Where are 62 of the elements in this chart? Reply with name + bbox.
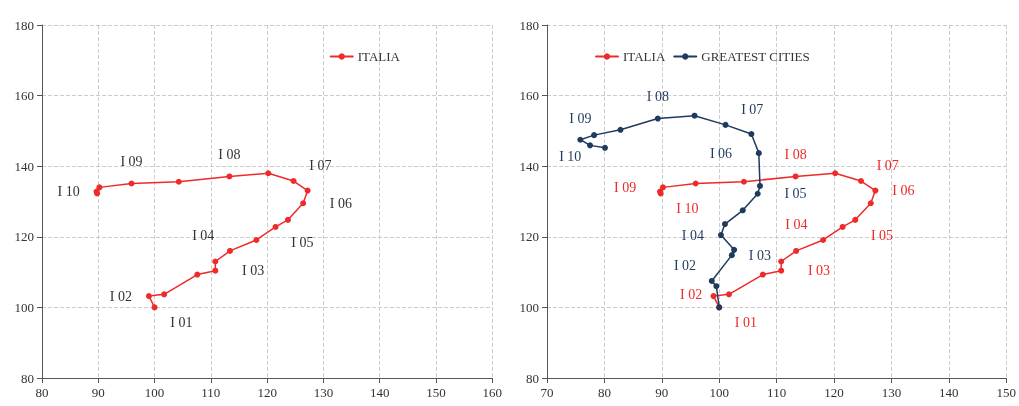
x-tick-label: 160 xyxy=(482,385,502,400)
x-tick-label: 100 xyxy=(144,385,165,400)
x-tick-label: 70 xyxy=(540,385,554,400)
legend-label: ITALIA xyxy=(357,49,401,64)
annotation: I 09 xyxy=(569,110,592,126)
annotation: I 01 xyxy=(734,315,758,331)
y-tick-label: 160 xyxy=(14,88,34,104)
x-tick-label: 120 xyxy=(257,385,277,400)
y-tick-label: 180 xyxy=(519,17,539,33)
annotation: I 05 xyxy=(784,186,807,202)
legend-label: GREATEST CITIES xyxy=(701,49,810,64)
x-tick-label: 130 xyxy=(313,385,334,400)
y-tick-label: 140 xyxy=(519,158,539,174)
x-tick-label: 150 xyxy=(426,385,446,400)
x-tick-label: 80 xyxy=(597,385,611,400)
y-tick-label: 100 xyxy=(519,299,539,315)
x-tick-label: 150 xyxy=(996,385,1016,400)
x-tick-label: 90 xyxy=(655,385,669,400)
annotation: I 06 xyxy=(329,195,353,211)
annotation: I 03 xyxy=(807,263,831,279)
annotation: I 03 xyxy=(242,263,265,279)
x-tick-label: 110 xyxy=(201,385,221,400)
y-tick-label: 80 xyxy=(21,370,34,386)
legend-label: ITALIA xyxy=(623,49,666,64)
x-tick-label: 90 xyxy=(91,385,105,400)
annotation: I 01 xyxy=(170,315,193,331)
x-tick-label: 100 xyxy=(709,385,729,400)
annotation: I 08 xyxy=(646,89,669,105)
y-tick-label: 120 xyxy=(14,229,34,245)
annotation: I 06 xyxy=(892,183,915,199)
x-tick-label: 110 xyxy=(767,385,787,400)
annotation: I 07 xyxy=(741,102,764,118)
x-tick-label: 80 xyxy=(35,385,49,400)
annotation: I 04 xyxy=(192,228,215,244)
annotation: I 08 xyxy=(784,147,807,163)
annotation: I 03 xyxy=(748,247,771,263)
x-tick-label: 140 xyxy=(369,385,390,400)
annotation: I 10 xyxy=(559,149,582,165)
x-tick-label: 140 xyxy=(939,385,959,400)
annotation: I 02 xyxy=(109,288,133,304)
x-tick-label: 130 xyxy=(881,385,902,400)
y-tick-label: 180 xyxy=(14,17,34,33)
annotation: I 04 xyxy=(785,217,808,233)
y-tick-label: 120 xyxy=(519,229,539,245)
annotation: I 10 xyxy=(57,184,80,200)
annotation: I 07 xyxy=(309,158,332,174)
annotation: I 05 xyxy=(870,227,894,243)
annotation: I 08 xyxy=(218,147,241,163)
y-tick-label: 160 xyxy=(519,88,539,104)
y-tick-label: 140 xyxy=(14,158,34,174)
annotation: I 09 xyxy=(614,179,637,195)
annotation: I 02 xyxy=(673,258,697,274)
y-tick-label: 80 xyxy=(526,370,539,386)
annotation: I 07 xyxy=(876,158,899,174)
annotation: I 04 xyxy=(681,227,705,243)
annotation: I 06 xyxy=(709,145,733,161)
annotation: I 10 xyxy=(676,201,699,217)
x-tick-label: 120 xyxy=(824,385,844,400)
annotation: I 09 xyxy=(120,154,143,170)
y-tick-label: 100 xyxy=(14,299,34,315)
annotation: I 05 xyxy=(291,234,314,250)
annotation: I 02 xyxy=(680,286,703,302)
